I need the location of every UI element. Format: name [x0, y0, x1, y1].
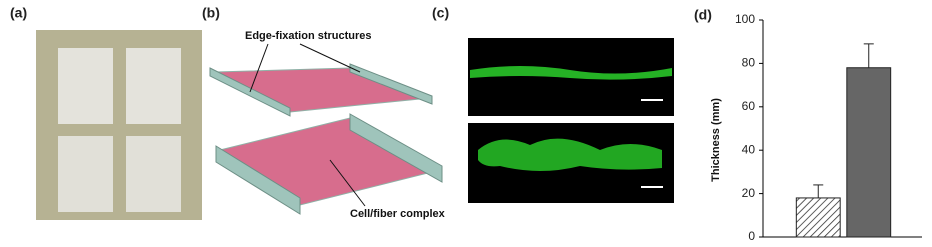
panel-label: (d)	[694, 7, 712, 23]
bar	[846, 67, 892, 238]
annotation: Cell/fiber complex	[350, 208, 446, 220]
micrographs	[468, 38, 674, 203]
y-tick-label: 80	[742, 56, 756, 70]
y-tick-label: 100	[735, 12, 755, 26]
annotation: Edge-fixation structures	[245, 30, 372, 42]
figure: (a) (b) Edge-fixation structures Cell/fi…	[10, 5, 922, 243]
scaffold-diagram	[209, 43, 443, 215]
panel-label: (b)	[202, 5, 220, 21]
panel-label: (a)	[10, 5, 27, 21]
panel-label: (c)	[432, 5, 449, 21]
y-tick-label: 40	[742, 142, 756, 156]
photo	[36, 30, 202, 220]
y-tick-label: 20	[742, 186, 756, 200]
y-axis-label: Thickness (mm)	[710, 98, 722, 182]
y-tick-label: 60	[742, 99, 756, 113]
bar	[795, 197, 841, 238]
y-tick-label: 0	[748, 229, 755, 242]
